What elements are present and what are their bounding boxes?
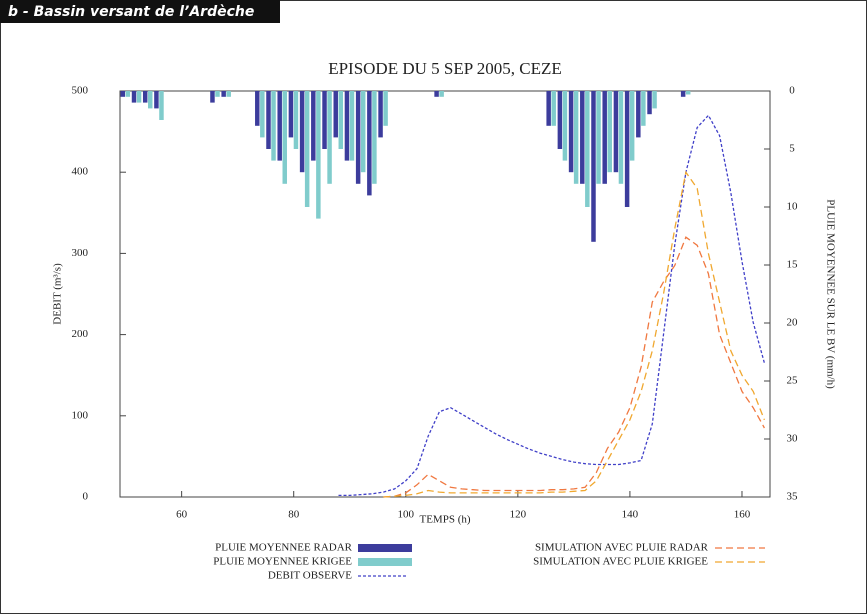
rain-bar [125,91,131,97]
rain-bar [136,91,142,103]
rain-bar [383,91,388,126]
y2-axis-label: PLUIE MOYENNEE SUR LE BV (mm/h) [824,199,836,389]
x-tick-label: 80 [288,509,300,521]
rain-bar [210,91,215,103]
rain-bar [557,91,563,149]
rain-bar [546,91,551,126]
rain-bar [680,91,686,97]
rain-bar [327,91,332,184]
y2-tick-label: 35 [787,491,799,503]
rain-bar [580,91,585,184]
rain-bar [685,91,691,95]
rain-bar [304,91,310,207]
rain-bar [568,91,574,173]
rain-bar [636,91,641,138]
rain-bar [355,91,361,184]
rain-bar [333,91,338,138]
rain-bar [624,91,630,207]
legend-label: PLUIE MOYENNEE KRIGEE [213,556,352,568]
rain-bar [367,91,372,196]
y-tick-label: 500 [72,85,89,97]
rain-bar [282,91,287,184]
legend-label: SIMULATION AVEC PLUIE RADAR [535,542,709,554]
rain-bar [142,91,148,103]
rain-bar [311,91,316,161]
discharge-line [383,236,765,498]
discharge-line [338,114,766,497]
rain-bar [344,91,350,161]
legend-label: PLUIE MOYENNEE RADAR [215,542,353,554]
x-tick-label: 120 [510,509,527,521]
rain-bar [439,91,444,97]
y2-tick-label: 5 [789,143,795,155]
rain-bar [613,91,619,173]
y2-tick-label: 10 [787,201,799,213]
rain-bar [338,91,344,149]
plot-frame [119,90,771,498]
legend-label: SIMULATION AVEC PLUIE KRIGEE [533,556,708,568]
y2-tick-label: 0 [789,85,795,97]
legend-swatch [358,558,412,566]
rain-bar [260,91,265,138]
rain-bar [629,91,635,161]
x-tick-label: 140 [622,509,639,521]
rain-bar [255,91,260,126]
header-title: b - Bassin versant de l’Ardèche [8,4,254,20]
rain-bar [596,91,601,184]
rain-bar [349,91,355,161]
y2-tick-label: 20 [787,317,799,329]
rain-bar [316,91,321,219]
x-tick-label: 160 [734,509,751,521]
rain-bar [154,91,159,109]
rain-bar [378,91,383,138]
rain-bar [372,91,377,184]
discharge-line [383,170,766,498]
y2-tick-label: 25 [787,375,799,387]
y-axis-label: DEBIT (m³/s) [52,263,64,325]
legend-swatch [358,544,412,552]
x-tick-label: 100 [398,509,415,521]
y-tick-label: 200 [72,328,89,340]
rain-bar [607,91,612,173]
y2-tick-label: 15 [787,259,799,271]
rain-bar [641,91,646,126]
rain-bar [591,91,596,242]
rain-bar [647,91,652,115]
rain-bar [266,91,271,149]
y-tick-label: 0 [83,491,89,503]
header-bar [0,0,280,23]
rain-bar [159,91,164,120]
rain-bar [322,91,327,149]
y-tick-label: 400 [72,166,89,178]
rain-bar [131,91,137,103]
rain-bar [299,91,305,173]
legend-label: DEBIT OBSERVE [268,570,352,582]
rain-bar [277,91,282,161]
y-tick-label: 300 [72,247,89,259]
rain-bar [120,91,126,97]
rain-bar [288,91,294,138]
rain-bar [215,91,220,97]
y-tick-label: 100 [72,409,89,421]
rain-bar [602,91,607,184]
rain-bar [293,91,299,149]
rain-bar [434,91,439,97]
rain-bar [221,91,226,97]
rain-bar [562,91,568,161]
rain-bar [618,91,624,184]
rain-bar [360,91,366,173]
rain-bar [652,91,657,109]
rain-bar [148,91,153,109]
x-tick-label: 60 [176,509,188,521]
rain-bar [226,91,231,97]
x-axis-label: TEMPS (h) [419,514,470,526]
rain-bar [271,91,276,161]
rain-bar [573,91,579,184]
rain-bar [551,91,556,126]
y2-tick-label: 30 [787,433,799,445]
chart-title: EPISODE DU 5 SEP 2005, CEZE [328,59,562,78]
rain-bar [585,91,590,207]
